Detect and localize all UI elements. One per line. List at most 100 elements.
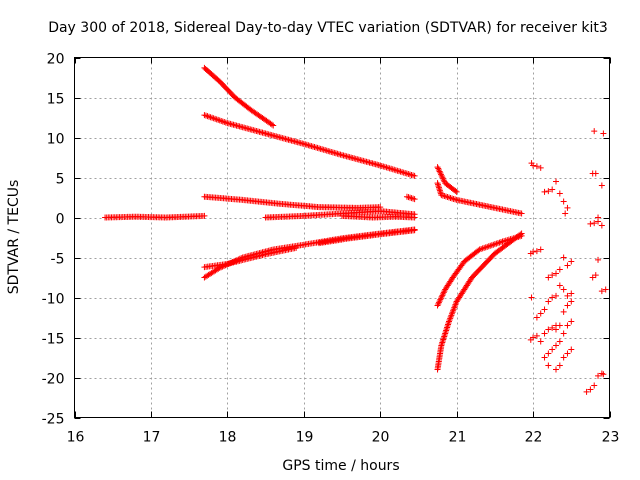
data-point [545, 362, 552, 369]
data-point [438, 171, 445, 178]
data-point [592, 170, 599, 177]
series-arc-i [201, 244, 300, 271]
data-point [293, 244, 300, 251]
data-point [595, 256, 602, 263]
data-point [553, 322, 559, 329]
y-tick-label: 15 [47, 92, 65, 108]
y-tick-label: -25 [42, 412, 65, 428]
data-point [440, 290, 447, 297]
data-point [560, 354, 567, 361]
data-point [438, 293, 445, 300]
y-tick-label: 5 [56, 172, 65, 188]
data-point [564, 322, 571, 329]
y-tick-label: -10 [42, 292, 65, 308]
data-point [568, 346, 575, 353]
data-point [268, 121, 275, 128]
data-point [560, 308, 567, 315]
data-point [589, 274, 596, 281]
data-point [436, 298, 443, 305]
data-point [537, 310, 544, 317]
data-point [411, 196, 418, 203]
data-point [437, 296, 444, 303]
data-point [530, 248, 537, 255]
x-tick-label: 17 [143, 430, 161, 446]
data-point [602, 286, 609, 293]
data-point [553, 270, 559, 277]
data-point [553, 292, 559, 299]
data-point [549, 186, 556, 193]
data-point [452, 187, 459, 194]
data-point [533, 163, 540, 170]
y-tick-label: -20 [42, 372, 65, 388]
data-point [435, 167, 442, 174]
series-arc-d [403, 193, 418, 203]
data-point [564, 350, 571, 357]
data-point [553, 342, 559, 349]
data-point [564, 204, 571, 211]
data-point [537, 246, 544, 253]
series-arc-l [434, 180, 525, 217]
data-point [556, 362, 563, 369]
data-point [595, 372, 602, 379]
data-point [587, 386, 594, 393]
data-point [592, 272, 599, 279]
series-scatter-late [527, 128, 609, 395]
data-point [541, 330, 548, 337]
y-tick-label: 20 [47, 52, 65, 68]
series-arc-a [102, 212, 208, 221]
data-point [568, 258, 575, 265]
data-point [541, 354, 548, 361]
data-point [553, 366, 559, 373]
data-point [440, 177, 447, 184]
data-point [537, 164, 544, 171]
data-point [560, 198, 567, 205]
data-point [438, 295, 445, 302]
series-arc-m [434, 230, 525, 373]
data-point [439, 292, 446, 299]
data-point [411, 227, 418, 234]
plot-frame [74, 57, 610, 418]
y-tick-label: 0 [56, 212, 65, 228]
series-arc-g [339, 212, 418, 221]
data-point [568, 290, 575, 297]
y-axis-label: SDTVAR / TECUs [6, 180, 22, 295]
data-point [591, 128, 598, 135]
data-point [564, 262, 571, 269]
x-tick-label: 19 [296, 430, 314, 446]
data-point [434, 302, 441, 309]
data-point [591, 220, 598, 227]
data-point [560, 254, 567, 261]
series-arc-e [201, 193, 384, 211]
data-point [541, 188, 548, 195]
series-arc-c [201, 112, 418, 179]
data-point [564, 292, 571, 299]
data-point [595, 218, 602, 225]
x-tick-label: 23 [602, 430, 620, 446]
x-tick-label: 22 [525, 430, 543, 446]
y-tick-label: -5 [51, 252, 65, 268]
x-tick-label: 18 [219, 430, 237, 446]
data-point [549, 272, 556, 279]
data-point [560, 286, 567, 293]
data-point [435, 301, 442, 308]
data-point [201, 212, 208, 219]
series-arc-k [434, 164, 460, 195]
data-points [102, 64, 609, 395]
data-point [437, 169, 444, 176]
y-tick-label: -15 [42, 332, 65, 348]
data-point [556, 190, 563, 197]
data-point [411, 172, 418, 179]
data-point [533, 248, 540, 255]
data-point [533, 314, 540, 321]
data-point [518, 210, 525, 217]
data-point [549, 346, 556, 353]
data-point [533, 332, 540, 339]
data-point [598, 288, 605, 295]
data-point [545, 298, 552, 305]
data-point [440, 175, 447, 182]
data-point [549, 294, 556, 301]
data-point [587, 220, 594, 227]
data-point [435, 299, 442, 306]
data-point [556, 282, 563, 289]
